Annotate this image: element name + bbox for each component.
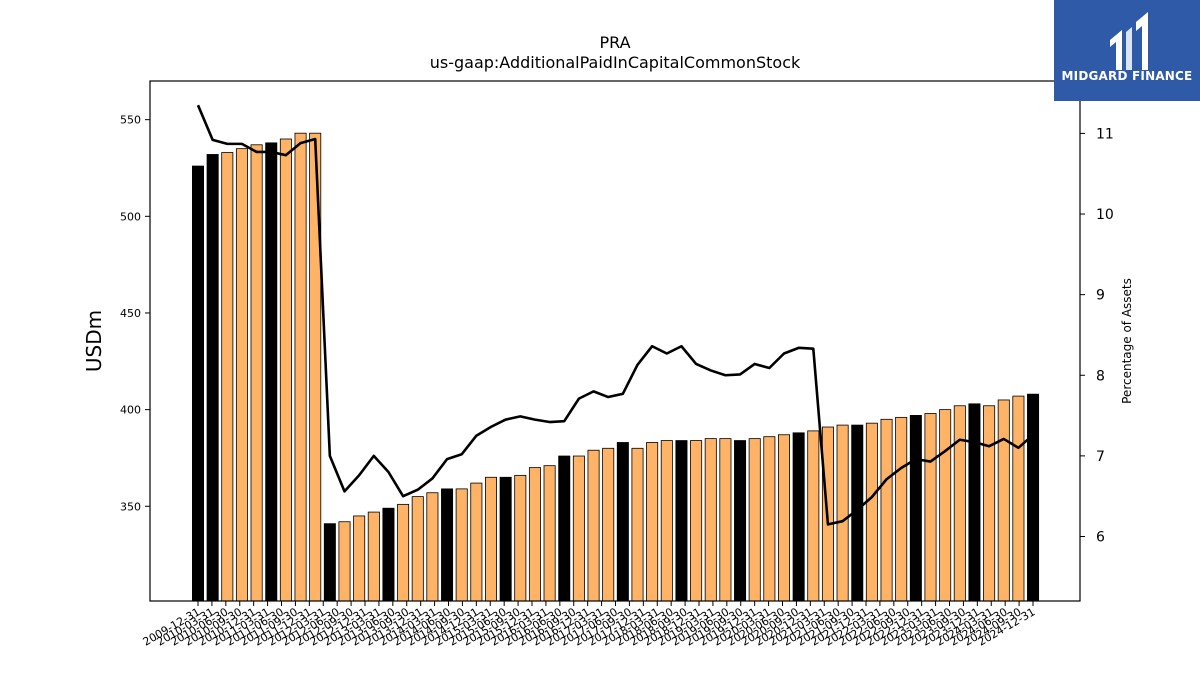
bar xyxy=(294,132,307,602)
bar xyxy=(690,440,703,602)
bar xyxy=(397,503,410,602)
bar xyxy=(616,442,629,602)
bar xyxy=(484,476,497,602)
y-tick-label: 400 xyxy=(120,404,141,417)
y-tick-label: 500 xyxy=(120,210,141,223)
midgard-logo-icon xyxy=(1110,12,1148,70)
bar xyxy=(968,403,981,602)
bar xyxy=(997,399,1010,602)
bar xyxy=(924,413,937,602)
bar xyxy=(953,405,966,602)
y-tick-label: 550 xyxy=(120,114,141,127)
bar xyxy=(748,438,761,602)
bar xyxy=(939,409,952,602)
bar xyxy=(543,465,556,602)
y-axis-right: 6 7 8 9 10 11 xyxy=(1080,126,1114,546)
y2-tick-label: 9 xyxy=(1096,288,1105,304)
brand-logo-text: MIDGARD FINANCE xyxy=(1061,69,1193,83)
y2-tick-label: 7 xyxy=(1096,449,1105,465)
bar xyxy=(206,154,219,602)
y2-tick-label: 8 xyxy=(1096,368,1105,384)
bar xyxy=(836,424,849,602)
bar xyxy=(191,165,204,602)
bar xyxy=(250,144,263,602)
bar xyxy=(631,447,644,602)
bar xyxy=(382,507,395,602)
bar xyxy=(514,474,527,602)
bar xyxy=(704,438,717,602)
bar xyxy=(441,488,454,602)
y2-tick-label: 6 xyxy=(1096,530,1105,546)
bar xyxy=(880,418,893,602)
bar xyxy=(499,476,512,602)
bar xyxy=(470,482,483,602)
bar xyxy=(323,523,336,602)
bar xyxy=(558,455,571,602)
bar-series xyxy=(191,132,1040,602)
y-axis-left: 350 400 450 500 550 xyxy=(120,114,150,513)
bar xyxy=(367,511,380,602)
line-series xyxy=(196,104,1034,526)
y2-tick-label: 11 xyxy=(1096,126,1114,142)
bar xyxy=(734,440,747,602)
bar xyxy=(865,422,878,602)
bar xyxy=(909,415,922,602)
bar xyxy=(675,440,688,602)
y2-axis-label: Percentage of Assets xyxy=(1120,278,1134,404)
bar xyxy=(646,442,659,602)
bar xyxy=(719,438,732,602)
bar xyxy=(763,436,776,602)
x-axis: 2009-12-312010-03-312010-06-302010-09-30… xyxy=(141,601,1038,649)
bar xyxy=(1027,393,1040,602)
bar xyxy=(265,142,278,602)
bar xyxy=(807,430,820,602)
bar xyxy=(338,521,351,602)
bar xyxy=(895,416,908,602)
brand-logo: MIDGARD FINANCE xyxy=(1054,0,1200,101)
bar xyxy=(426,492,439,602)
y-tick-label: 450 xyxy=(120,307,141,320)
bar xyxy=(572,455,585,602)
bar xyxy=(1012,395,1025,602)
bar xyxy=(792,432,805,602)
percentage-line xyxy=(196,104,1034,526)
y-tick-label: 350 xyxy=(120,500,141,513)
bar xyxy=(279,138,292,602)
bar xyxy=(235,148,248,602)
bar xyxy=(660,440,673,602)
bar xyxy=(528,467,541,602)
chart-title: PRA xyxy=(599,33,630,52)
bar xyxy=(587,449,600,602)
bar xyxy=(353,515,366,602)
chart-subtitle: us-gaap:AdditionalPaidInCapitalCommonSto… xyxy=(430,53,801,72)
y-axis-label: USDm xyxy=(82,310,106,372)
bar xyxy=(602,447,615,602)
bar xyxy=(983,405,996,602)
bar xyxy=(455,488,468,602)
bar xyxy=(221,152,234,602)
bar xyxy=(411,496,424,602)
y2-tick-label: 10 xyxy=(1096,207,1114,223)
bar xyxy=(778,434,791,602)
